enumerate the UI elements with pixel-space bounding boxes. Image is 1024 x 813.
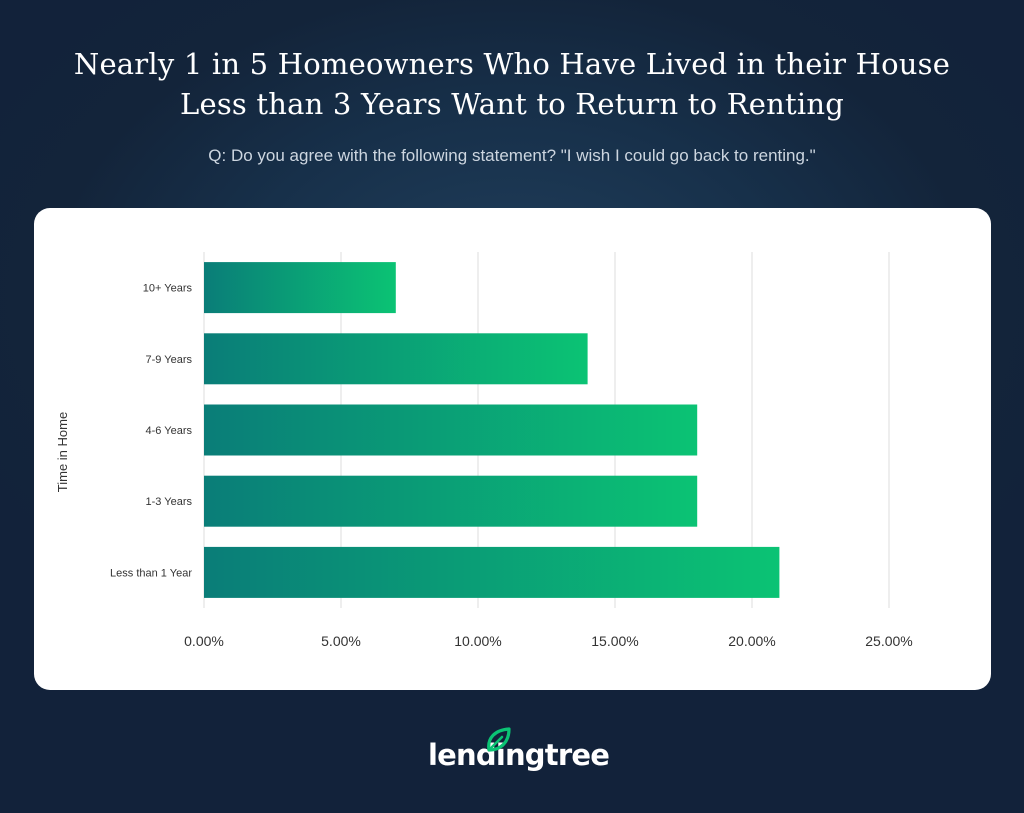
x-tick-label: 15.00% [591,633,638,649]
y-category-label: Less than 1 Year [110,567,192,579]
y-axis-title: Time in Home [55,412,70,492]
bar [204,475,698,527]
y-category-label: 10+ Years [143,283,193,295]
x-tick-label: 5.00% [321,633,361,649]
y-category-label: 4-6 Years [146,425,193,437]
chart-title: Nearly 1 in 5 Homeowners Who Have Lived … [0,44,1024,124]
lendingtree-logo: lendingtree [428,726,610,782]
bar [204,333,588,385]
bar [204,546,780,598]
x-tick-label: 25.00% [865,633,912,649]
chart-card: 0.00% 5.00% 10.00% 15.00% 20.00% 25.00% 10+ Ye… [34,208,991,690]
y-category-label: 1-3 Years [146,496,193,508]
bar [204,404,698,456]
chart-subtitle: Q: Do you agree with the following state… [208,146,816,165]
x-tick-label: 20.00% [728,633,775,649]
x-tick-label: 0.00% [184,633,224,649]
logo-wordmark: lendingtree [428,738,610,772]
bar-chart: 0.00% 5.00% 10.00% 15.00% 20.00% 25.00% 10+ Ye… [55,252,913,649]
y-category-label: 7-9 Years [146,354,193,366]
chart-title-line-2: Less than 3 Years Want to Return to Rent… [180,87,844,121]
chart-title-line-1: Nearly 1 in 5 Homeowners Who Have Lived … [73,47,951,81]
bar [204,262,396,314]
x-tick-label: 10.00% [454,633,501,649]
leaf-icon [487,727,511,752]
